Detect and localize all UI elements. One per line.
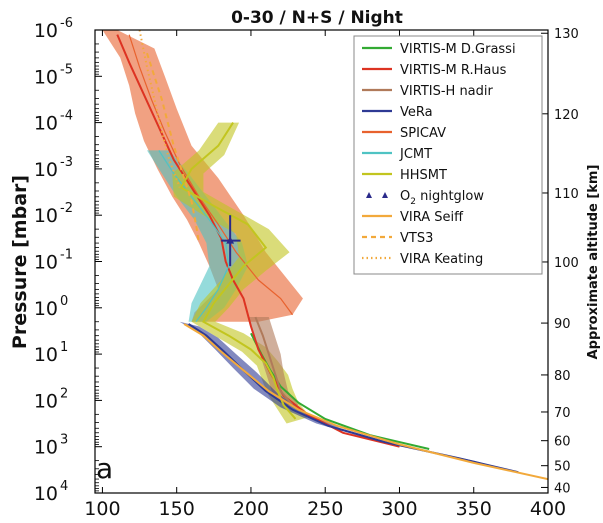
y-tick-label: 10 (34, 66, 58, 88)
y-tick-label: 10 (34, 20, 58, 42)
legend-label-virtis-m-r-haus: VIRTIS-M R.Haus (400, 63, 507, 78)
legend-box (353, 35, 543, 275)
band-hhsmt (172, 122, 311, 424)
chart-title: 0-30 / N+S / Night (231, 8, 403, 28)
y-tick-label: 10 (34, 437, 58, 459)
legend-label-o2-nightglow: O2 nightglow (400, 189, 484, 207)
legend: VIRTIS-M D.Grassi VIRTIS-M R.Haus VIRTIS-H… (353, 35, 543, 275)
series-line-vts3 (146, 52, 200, 244)
legend-label-virtis-h-nadir: VIRTIS-H nadir (400, 84, 494, 99)
x-axis-ticks: 100 150 200 250 300 350 400 (84, 30, 566, 520)
x-tick-label: 100 (84, 498, 120, 520)
y-tick-exponent: 1 (60, 340, 68, 355)
y-tick-label: 10 (34, 252, 58, 274)
altitude-tick-label: 100 (554, 256, 579, 271)
series-line-vira-seiff (183, 323, 548, 481)
y-tick-label: 10 (34, 483, 58, 505)
series-line-hhsmt (179, 122, 297, 420)
y-tick-exponent: -2 (60, 201, 73, 216)
y-tick-exponent: 2 (60, 386, 68, 401)
altitude-axis-ticks: 130 120 110 100 90 80 70 60 50 40 (541, 27, 579, 496)
altitude-tick-label: 60 (554, 435, 571, 450)
y-tick-label: 10 (34, 205, 58, 227)
legend-marker-o2-nightglow (382, 192, 388, 198)
legend-marker-o2-nightglow (366, 192, 372, 198)
series-line-virtis-h-nadir (254, 316, 294, 406)
y-tick-exponent: -6 (60, 16, 73, 31)
legend-label-vira-keating: VIRA Keating (400, 252, 483, 267)
legend-label-virtis-m-d-grassi: VIRTIS-M D.Grassi (400, 42, 516, 57)
legend-label-hhsmt: HHSMT (400, 168, 447, 183)
y-tick-exponent: -4 (60, 109, 73, 124)
y-tick-label: 10 (34, 298, 58, 320)
o2-nightglow-marker (226, 236, 235, 244)
y-tick-exponent: -1 (60, 248, 73, 263)
x-tick-label: 150 (159, 498, 195, 520)
legend-label-vera: VeRa (400, 105, 433, 120)
x-tick-label: 350 (456, 498, 492, 520)
altitude-axis-label: Approximate altitude [km] (586, 165, 601, 360)
legend-label-spicav: SPICAV (400, 126, 446, 141)
altitude-tick-label: 110 (554, 187, 579, 202)
legend-label-vira-seiff: VIRA Seiff (400, 210, 464, 225)
x-tick-label: 400 (530, 498, 566, 520)
y-tick-label: 10 (34, 390, 58, 412)
band-vera (179, 321, 526, 475)
y-tick-label: 10 (34, 159, 58, 181)
y-tick-exponent: -5 (60, 62, 73, 77)
legend-label-vts3: VTS3 (400, 231, 433, 246)
y-tick-label: 10 (34, 113, 58, 135)
y-tick-exponent: 4 (60, 479, 68, 494)
altitude-tick-label: 120 (554, 108, 579, 123)
panel-label: a (96, 452, 113, 485)
legend-label-jcmt: JCMT (399, 147, 432, 162)
y-axis-label: Pressure [mbar] (9, 175, 31, 349)
plot-area (102, 30, 548, 481)
y-tick-exponent: 0 (60, 294, 68, 309)
altitude-tick-label: 90 (554, 317, 571, 332)
y-tick-label: 10 (34, 344, 58, 366)
y-tick-exponent: 3 (60, 433, 68, 448)
x-tick-label: 300 (381, 498, 417, 520)
altitude-tick-label: 40 (554, 481, 571, 496)
y-tick-exponent: -3 (60, 155, 73, 170)
altitude-tick-label: 130 (554, 27, 579, 42)
altitude-tick-label: 80 (554, 369, 571, 384)
x-tick-label: 200 (233, 498, 269, 520)
x-tick-label: 250 (307, 498, 343, 520)
series-lines (116, 30, 548, 481)
altitude-tick-label: 50 (554, 460, 571, 475)
altitude-tick-label: 70 (554, 406, 571, 421)
series-line-jcmt (158, 150, 230, 323)
band-virtis-h-nadir (247, 317, 299, 406)
